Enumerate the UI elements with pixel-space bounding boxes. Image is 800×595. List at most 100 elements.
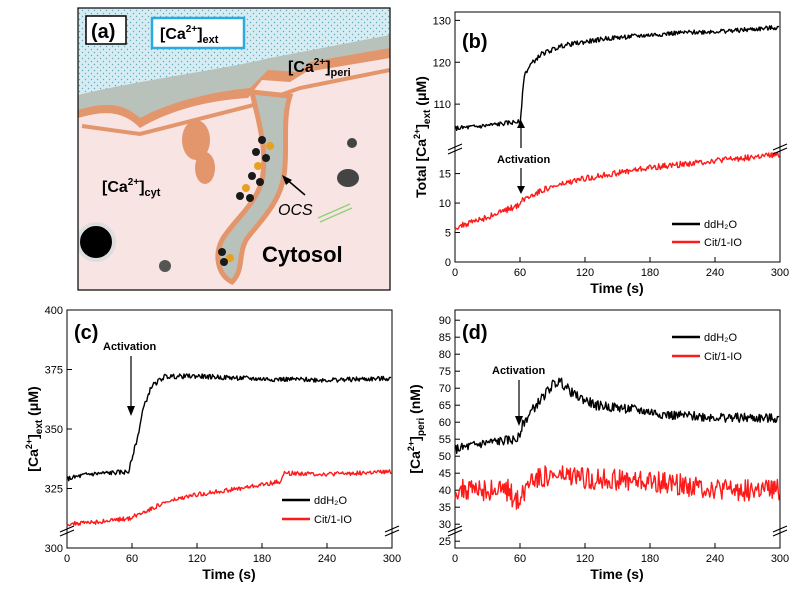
panel-b-legend-entry-1: ddH₂O: [704, 219, 737, 231]
panel-b-lower-y-tick-label: 15: [439, 169, 451, 181]
panel-b-lower-y-tick-label: 5: [445, 228, 451, 240]
panel-a-frame: [77, 7, 391, 291]
panel-d-x-tick-label: 60: [514, 553, 526, 565]
panel-b-series-cit-1-io: [454, 151, 780, 231]
panel-b-lower-y-tick-label: 10: [439, 198, 451, 210]
panel-d-y-tick-label: 25: [439, 536, 451, 548]
panel-c-y-tick-label: 350: [45, 424, 63, 436]
panel-d-y-tick-label: 60: [439, 417, 451, 429]
ocs-arrow-head: [282, 175, 292, 185]
panel-b-activation-arrowhead-up: [517, 120, 525, 128]
panel-d-y-tick-label: 80: [439, 349, 451, 361]
panel-c-series-cit-1-io: [66, 469, 392, 527]
panel-b-legend: ddH₂O Cit/1-IO: [672, 219, 742, 249]
panel-c-x-tick-label: 0: [64, 553, 70, 565]
panel-d-y-tick-label: 90: [439, 315, 451, 327]
panel-c-y-tick-label: 300: [45, 543, 63, 555]
panel-b-activation-arrowhead-down: [517, 186, 525, 194]
panel-c-x-tick-label: 60: [126, 553, 138, 565]
panel-b-activation-label: Activation: [497, 154, 550, 166]
panel-c-legend: ddH₂O Cit/1-IO: [282, 495, 352, 526]
panel-a-diagram: (a) [Ca2+]ext [Ca2+]peri [Ca2+]cyt OCS C…: [77, 7, 391, 291]
panel-d-break: [447, 525, 788, 537]
cytosol-region: [78, 58, 390, 290]
panel-c-break: [59, 525, 400, 537]
panel-c-chart: 300 325 350 375 400 0 60 120 180 240 300 Activati…: [24, 305, 401, 582]
panel-b-x-ticks: 0 60 120 180 240 300: [452, 257, 789, 279]
panel-c-activation-arrowhead: [127, 406, 135, 416]
panel-b-frame: [454, 11, 781, 263]
panel-b-upper-y-tick-label: 110: [433, 99, 451, 111]
panel-d-series: [454, 377, 780, 510]
ca-ext-label: [Ca2+]ext: [160, 24, 219, 46]
panel-a-label-box: [85, 15, 127, 45]
panel-b-x-tick-label: 60: [514, 267, 526, 279]
panel-a-label: (a): [91, 21, 115, 43]
fiber: [319, 207, 353, 223]
panel-d-x-tick-label: 120: [576, 553, 594, 565]
panel-c-x-axis-title: Time (s): [202, 566, 255, 582]
panel-b-x-tick-label: 240: [706, 267, 724, 279]
panel-c-series-ddh2o: [66, 373, 392, 482]
panel-b-upper-ticks: 110 120 130: [433, 15, 460, 111]
panel-d-y-axis-title: [Ca2+]peri (nM): [406, 384, 427, 473]
granule: [347, 138, 357, 148]
panel-d-activation-arrowhead: [515, 416, 523, 426]
panel-c-y-ticks: 300 325 350 375 400: [45, 305, 72, 555]
panel-d-series-ddh2o: [454, 377, 780, 454]
panel-c-x-tick-label: 120: [188, 553, 206, 565]
panel-d-legend-entry-1: ddH₂O: [704, 332, 737, 344]
panel-b-x-tick-label: 300: [771, 267, 789, 279]
panel-b-x-tick-label: 120: [576, 267, 594, 279]
panel-d-series-cit-1-io: [454, 465, 780, 510]
panel-d-y-tick-label: 40: [439, 485, 451, 497]
particle-cluster: [218, 136, 274, 266]
panel-d-y-tick-label: 75: [439, 366, 451, 378]
panel-c-y-tick-label: 325: [45, 484, 63, 496]
panel-b-break: [447, 143, 788, 155]
granule-small: [159, 260, 171, 272]
panel-d-frame: [454, 309, 781, 549]
panel-b-label: (b): [462, 31, 488, 53]
cytosol-label: Cytosol: [262, 242, 343, 267]
panel-d-x-ticks: 0 60 120 180 240 300: [452, 543, 789, 565]
vesicle: [337, 169, 359, 187]
panel-d-x-tick-label: 180: [641, 553, 659, 565]
panel-c-x-tick-label: 300: [383, 553, 401, 565]
panel-d-label: (d): [462, 322, 488, 344]
panel-b-series: [454, 25, 780, 231]
panel-c-label: (c): [74, 322, 98, 344]
panel-d-legend: ddH₂O Cit/1-IO: [672, 332, 742, 363]
panel-b-chart: 110 120 130 0 5 10 15 0 60 120 180 240 300 Activat…: [412, 11, 789, 296]
panel-d-activation-label: Activation: [492, 365, 545, 377]
panel-c-x-ticks: 0 60 120 180 240 300: [64, 543, 401, 565]
panel-c-x-tick-label: 180: [253, 553, 271, 565]
panel-d-chart: 25 30 35 40 45 50 55 60 65 70 75 80 85 90 0 60 120 180 24…: [406, 309, 789, 582]
panel-b-upper-y-tick-label: 130: [433, 15, 451, 27]
panel-c-legend-entry-1: ddH₂O: [314, 495, 347, 507]
panel-d-y-tick-label: 65: [439, 400, 451, 412]
panel-c-series: [66, 373, 392, 527]
panel-b-legend-entry-2: Cit/1-IO: [704, 237, 742, 249]
ca-peri-label: [Ca2+]peri: [288, 57, 351, 79]
panel-c-activation-label: Activation: [103, 341, 156, 353]
panel-d-y-tick-label: 45: [439, 468, 451, 480]
panel-d-legend-entry-2: Cit/1-IO: [704, 351, 742, 363]
dark-body: [78, 222, 116, 262]
panel-d-y-tick-label: 50: [439, 451, 451, 463]
panel-b-x-axis-title: Time (s): [590, 280, 643, 296]
panel-d-y-ticks: 25 30 35 40 45 50 55 60 65 70 75 80 85 90: [439, 315, 460, 548]
mitochondrion-small: [195, 152, 215, 184]
panel-d-y-tick-label: 55: [439, 434, 451, 446]
mitochondrion: [182, 120, 210, 160]
panel-b-upper-y-tick-label: 120: [433, 57, 451, 69]
panel-d-y-tick-label: 35: [439, 502, 451, 514]
panel-b-x-tick-label: 180: [641, 267, 659, 279]
panel-b-lower-ticks: 0 5 10 15: [439, 169, 460, 269]
panel-d-x-axis-title: Time (s): [590, 566, 643, 582]
ca-cyt-label: [Ca2+]cyt: [102, 177, 161, 199]
panel-d-y-tick-label: 30: [439, 519, 451, 531]
panel-b-y-axis-title: Total [Ca2+]ext (μM): [412, 76, 433, 198]
panel-d-x-tick-label: 240: [706, 553, 724, 565]
panel-d-x-tick-label: 300: [771, 553, 789, 565]
